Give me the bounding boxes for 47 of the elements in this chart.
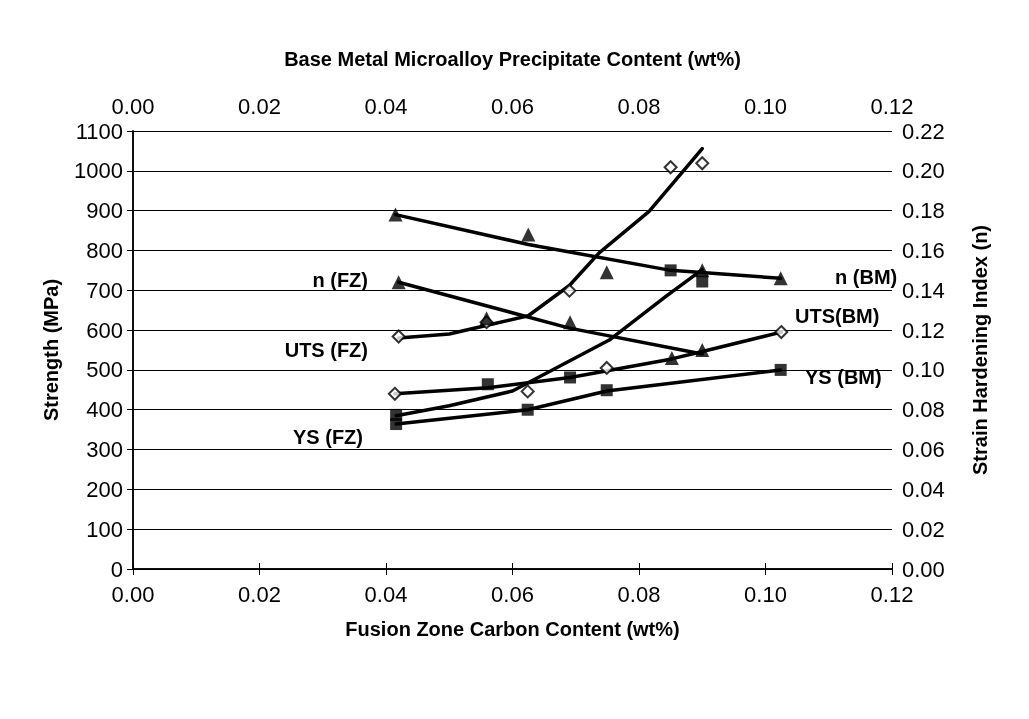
y-tick-label: 1100 — [75, 118, 123, 144]
y2-tick-label: 0.04 — [902, 476, 945, 502]
y-tick-label: 500 — [86, 357, 123, 383]
x-tick-label: 0.04 — [364, 581, 408, 607]
y-tick-label: 0 — [110, 556, 123, 582]
y-tick-label: 400 — [86, 397, 123, 423]
x2-tick-label: 0.04 — [364, 93, 408, 119]
x2-tick-label: 0.10 — [744, 93, 787, 119]
y-tick-label: 900 — [86, 198, 123, 224]
y-tick-label: 100 — [86, 516, 123, 542]
x-tick-label: 0.06 — [491, 581, 534, 607]
y-tick-label: 600 — [86, 317, 123, 343]
y2-tick-label: 0.02 — [902, 516, 945, 542]
y2-tick-label: 0.06 — [902, 437, 945, 463]
x-tick-label: 0.10 — [744, 581, 787, 607]
y2-tick-label: 0.14 — [902, 277, 945, 303]
y-tick-label: 1000 — [74, 158, 123, 184]
x2-tick-label: 0.06 — [491, 93, 534, 119]
x-axis-title: Fusion Zone Carbon Content (wt%) — [345, 618, 680, 640]
annotation: UTS(BM) — [795, 305, 880, 327]
y2-tick-label: 0.12 — [902, 317, 945, 343]
x2-tick-label: 0.12 — [870, 93, 914, 119]
x-tick-label: 0.00 — [111, 581, 155, 607]
x2-tick-label: 0.08 — [617, 93, 661, 119]
x2-tick-label: 0.02 — [238, 93, 281, 119]
y2-tick-label: 0.18 — [902, 198, 945, 224]
annotation: n (FZ) — [312, 269, 368, 291]
x-tick-label: 0.08 — [617, 581, 661, 607]
y-tick-label: 200 — [86, 476, 123, 502]
annotation: YS (FZ) — [293, 426, 364, 448]
annotation: UTS (FZ) — [284, 339, 368, 361]
y2-tick-label: 0.22 — [902, 118, 945, 144]
y-axis-title: Strength (MPa) — [40, 278, 62, 422]
y-tick-label: 800 — [86, 237, 123, 263]
x2-tick-label: 0.00 — [111, 93, 155, 119]
y2-tick-label: 0.08 — [902, 397, 945, 423]
y-tick-label: 300 — [86, 437, 123, 463]
y2-tick-label: 0.20 — [902, 158, 945, 184]
y-tick-label: 700 — [86, 277, 123, 303]
y2-tick-label: 0.10 — [902, 357, 945, 383]
y2-tick-label: 0.00 — [902, 556, 945, 582]
annotation: n (BM) — [835, 266, 898, 288]
x-tick-label: 0.02 — [238, 581, 281, 607]
x-tick-label: 0.12 — [870, 581, 914, 607]
y2-tick-label: 0.16 — [902, 237, 945, 263]
x2-axis-title: Base Metal Microalloy Precipitate Content (wt%) — [284, 48, 741, 70]
y2-axis-title: Strain Hardening Index (n) — [969, 224, 991, 476]
